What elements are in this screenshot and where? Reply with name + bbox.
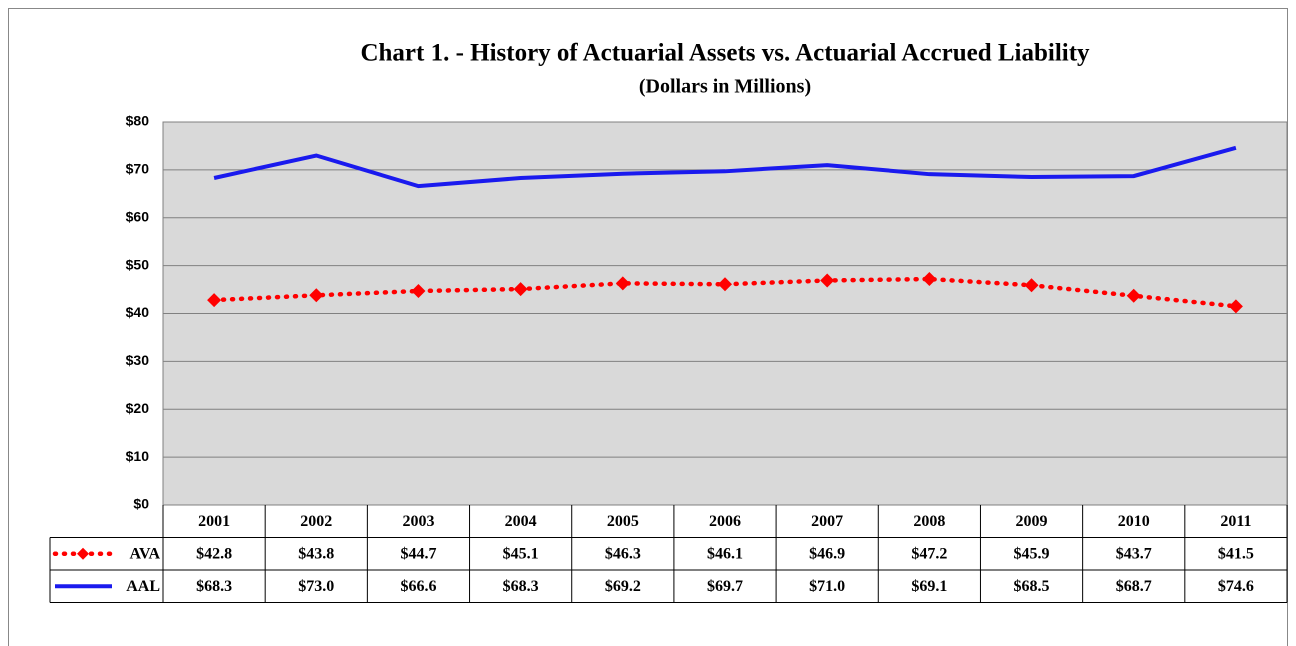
x-tick-label: 2002: [300, 513, 332, 530]
legend-label: AAL: [126, 578, 160, 595]
series-marker: [207, 293, 222, 308]
chart-subtitle: (Dollars in Millions): [639, 76, 811, 98]
data-label: $43.7: [1116, 545, 1152, 562]
x-tick-label: 2005: [607, 513, 639, 530]
x-tick-label: 2006: [709, 513, 741, 530]
data-label: $43.8: [298, 545, 334, 562]
data-label: $45.9: [1014, 545, 1050, 562]
data-label: $41.5: [1218, 545, 1254, 562]
data-label: $73.0: [298, 578, 334, 595]
series-marker: [1228, 299, 1243, 314]
x-tick-label: 2011: [1220, 513, 1251, 530]
series-marker: [513, 282, 528, 297]
x-tick-label: 2010: [1118, 513, 1150, 530]
data-label: $46.1: [707, 545, 743, 562]
data-label: $71.0: [809, 578, 845, 595]
legend-marker: [77, 547, 89, 560]
data-label: $69.1: [911, 578, 947, 595]
series-marker: [1024, 278, 1039, 293]
y-tick-label: $10: [126, 448, 150, 464]
x-tick-label: 2007: [811, 513, 843, 530]
y-tick-label: $70: [126, 161, 150, 177]
y-tick-label: $30: [126, 352, 150, 368]
data-label: $68.7: [1116, 578, 1152, 595]
series-marker: [411, 283, 426, 298]
y-tick-label: $20: [126, 400, 150, 416]
series-marker: [922, 272, 937, 287]
data-label: $44.7: [400, 545, 436, 562]
y-tick-label: $80: [126, 113, 150, 129]
data-label: $66.6: [400, 578, 436, 595]
data-label: $42.8: [196, 545, 232, 562]
y-tick-label: $40: [126, 304, 150, 320]
y-tick-label: $0: [133, 496, 149, 512]
series-marker: [1126, 288, 1141, 303]
x-tick-label: 2003: [402, 513, 434, 530]
legend-label: AVA: [129, 545, 160, 562]
data-label: $74.6: [1218, 578, 1254, 595]
x-tick-label: 2008: [913, 513, 945, 530]
data-label: $68.3: [196, 578, 232, 595]
series-marker: [615, 276, 630, 291]
series-line: [213, 145, 1237, 189]
data-label: $68.3: [503, 578, 539, 595]
x-tick-label: 2004: [505, 513, 537, 530]
data-label: $46.3: [605, 545, 641, 562]
x-tick-label: 2001: [198, 513, 230, 530]
data-label: $69.7: [707, 578, 743, 595]
data-label: $68.5: [1014, 578, 1050, 595]
data-label: $47.2: [911, 545, 947, 562]
chart-title: Chart 1. - History of Actuarial Assets v…: [360, 40, 1090, 67]
data-label: $45.1: [503, 545, 539, 562]
y-tick-label: $60: [126, 208, 150, 224]
data-label: $46.9: [809, 545, 845, 562]
series-marker: [820, 273, 835, 288]
series-marker: [309, 288, 324, 303]
data-label: $69.2: [605, 578, 641, 595]
series-marker: [718, 277, 732, 292]
y-tick-label: $50: [126, 256, 150, 272]
x-tick-label: 2009: [1016, 513, 1048, 530]
